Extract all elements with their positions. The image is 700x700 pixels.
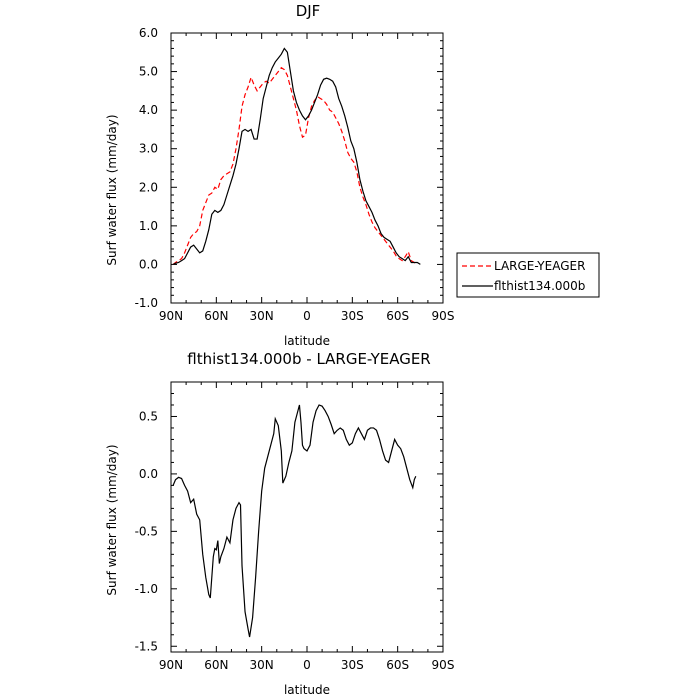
ticks-top: 90N 60N 30N 0 30S 60S 90S -1.0 0.0 1.0 2.0 3.0 4.0 5.…: [135, 26, 455, 323]
x-tick-label: 30N: [250, 309, 274, 323]
y-tick-label: 3.0: [139, 142, 158, 156]
y-tick-label: -0.5: [135, 524, 158, 538]
y-tick-label: -1.0: [135, 296, 158, 310]
legend: LARGE-YEAGER flthist134.000b: [456, 252, 600, 298]
y-tick-label: 6.0: [139, 26, 158, 40]
chart-title-bottom: flthist134.000b - LARGE-YEAGER: [187, 350, 430, 368]
x-tick-label: 30S: [341, 309, 364, 323]
y-tick-label: 2.0: [139, 180, 158, 194]
y-tick-label: 0.5: [139, 409, 158, 423]
legend-label-large-yeager: LARGE-YEAGER: [494, 259, 585, 273]
x-tick-label: 90S: [432, 309, 455, 323]
x-axis-label-top: latitude: [284, 334, 330, 348]
y-tick-label: 1.0: [139, 219, 158, 233]
plot-frame-bottom: [170, 381, 444, 653]
y-axis-label-top: Surf water flux (mm/day): [105, 114, 119, 265]
x-tick-label: 0: [303, 309, 311, 323]
series-line-difference: [172, 404, 417, 638]
panel-bottom: flthist134.000b - LARGE-YEAGER 90N 60N 30N…: [105, 350, 454, 697]
legend-label-flthist: flthist134.000b: [494, 279, 585, 293]
x-tick-label: 60N: [204, 309, 228, 323]
plot-frame-top: [170, 32, 444, 304]
x-axis-label-bottom: latitude: [284, 683, 330, 697]
series-line-flthist134-000b: [172, 47, 421, 265]
x-tick-label: 30N: [250, 658, 274, 672]
chart-title-top: DJF: [296, 2, 321, 20]
y-tick-label: 0.0: [139, 467, 158, 481]
x-tick-label: 90N: [159, 658, 183, 672]
y-tick-label: 4.0: [139, 103, 158, 117]
series-bottom: [172, 404, 417, 638]
legend-box: [456, 252, 600, 298]
y-tick-label: -1.5: [135, 639, 158, 653]
x-tick-label: 90N: [159, 309, 183, 323]
x-tick-label: 60S: [386, 309, 409, 323]
series-line-large-yeager: [172, 66, 418, 265]
x-tick-label: 0: [303, 658, 311, 672]
x-tick-label: 60N: [204, 658, 228, 672]
y-tick-label: -1.0: [135, 582, 158, 596]
series-top: [172, 47, 421, 265]
ticks-bottom: 90N 60N 30N 0 30S 60S 90S -1.5 -1.0 -0.5 0.0 0.5: [135, 381, 455, 672]
panel-top: DJF 90N 60N 30N 0 30S 60S 90S -1.0 0.0 1.0 2.0 3.0 4…: [105, 2, 454, 348]
x-tick-label: 60S: [386, 658, 409, 672]
y-tick-label: 5.0: [139, 65, 158, 79]
x-tick-label: 30S: [341, 658, 364, 672]
y-tick-label: 0.0: [139, 257, 158, 271]
y-axis-label-bottom: Surf water flux (mm/day): [105, 444, 119, 595]
x-tick-label: 90S: [432, 658, 455, 672]
